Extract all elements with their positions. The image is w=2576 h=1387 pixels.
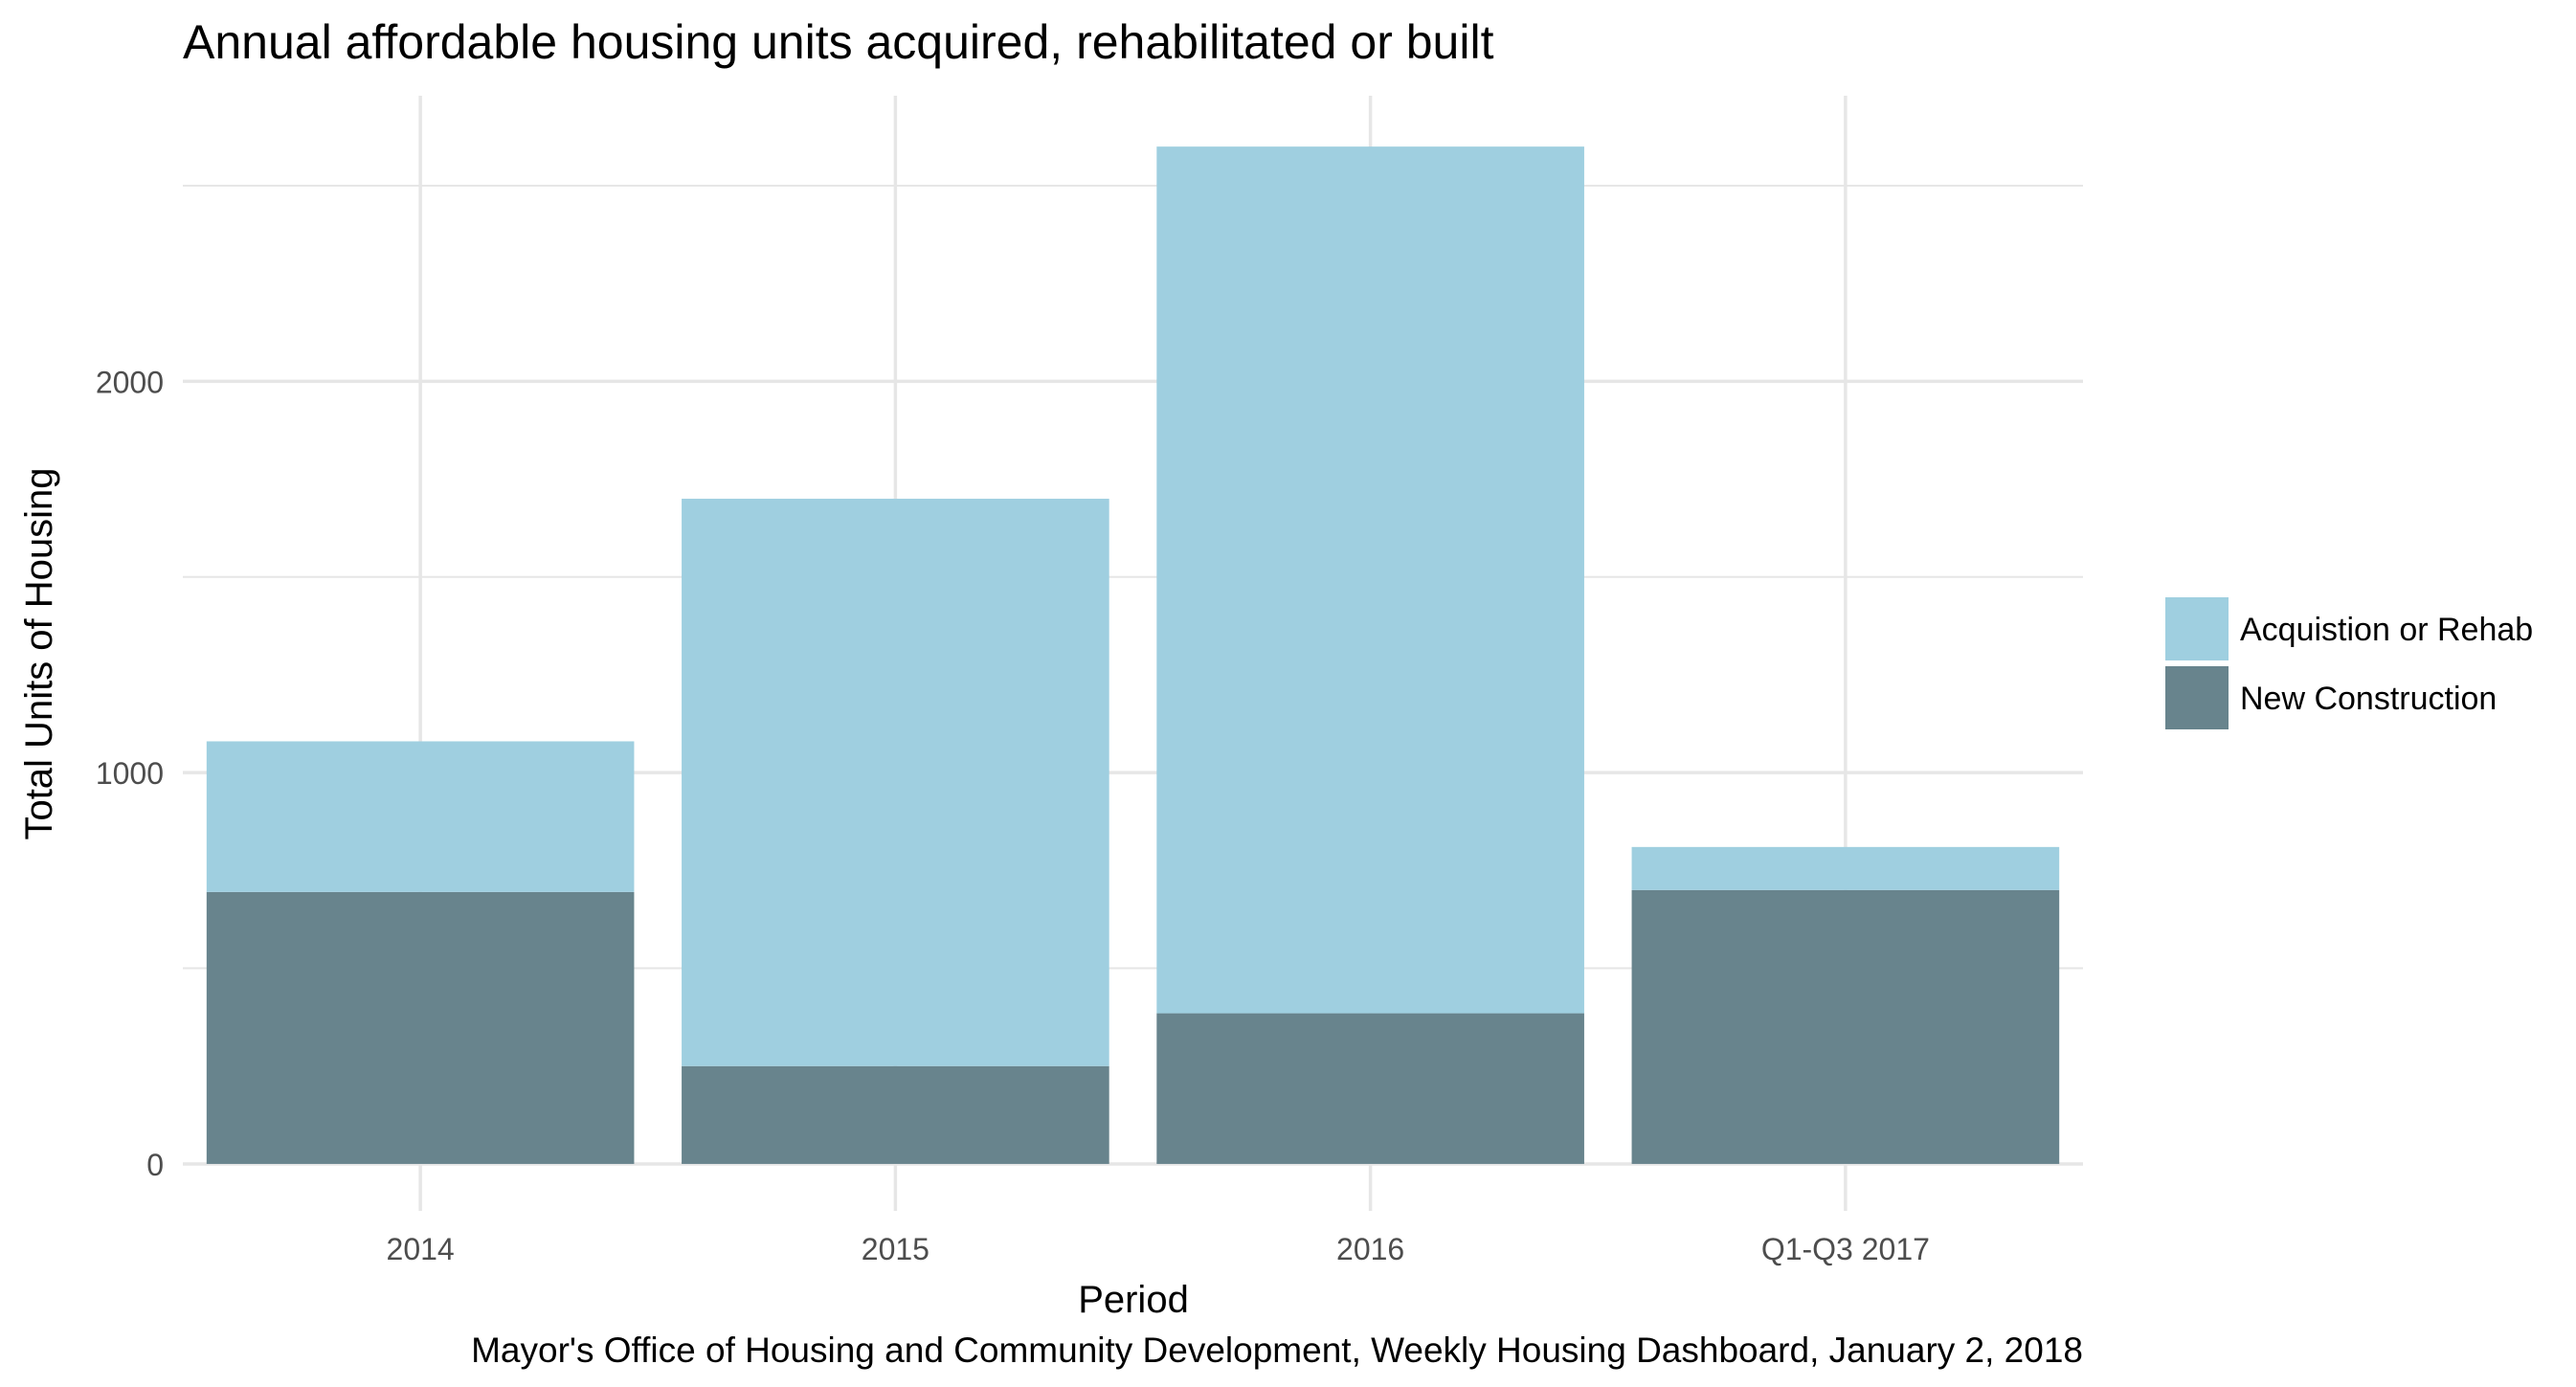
legend-key bbox=[2165, 666, 2229, 729]
y-tick-label: 1000 bbox=[96, 756, 164, 791]
chart-title: Annual affordable housing units acquired… bbox=[183, 15, 1494, 69]
bar-segment bbox=[1631, 846, 2060, 890]
bar-segment bbox=[1156, 146, 1584, 1014]
x-axis-tick-labels: 2014 2015 2016 Q1-Q3 2017 bbox=[387, 1232, 1930, 1266]
bar-segment bbox=[682, 499, 1109, 1066]
bar-segment bbox=[682, 1065, 1109, 1164]
bar-segment bbox=[206, 741, 635, 892]
legend-key bbox=[2165, 597, 2229, 660]
legend: Acquistion or Rehab New Construction bbox=[2165, 597, 2533, 729]
chart-caption: Mayor's Office of Housing and Community … bbox=[471, 1331, 2083, 1370]
x-axis-title: Period bbox=[1078, 1279, 1189, 1321]
x-tick-label: Q1-Q3 2017 bbox=[1761, 1232, 1930, 1266]
bars bbox=[206, 146, 2060, 1164]
y-tick-label: 0 bbox=[146, 1148, 164, 1182]
bar-segment bbox=[206, 891, 635, 1164]
y-axis-tick-labels: 0 1000 2000 bbox=[96, 365, 164, 1182]
x-tick-label: 2016 bbox=[1336, 1232, 1404, 1266]
legend-label: Acquistion or Rehab bbox=[2240, 612, 2533, 648]
bar-segment bbox=[1156, 1013, 1584, 1164]
x-tick-label: 2015 bbox=[862, 1232, 930, 1266]
bar-segment bbox=[1631, 889, 2060, 1164]
x-tick-label: 2014 bbox=[387, 1232, 455, 1266]
y-axis-title: Total Units of Housing bbox=[18, 467, 60, 839]
legend-label: New Construction bbox=[2240, 681, 2497, 717]
y-tick-label: 2000 bbox=[96, 365, 164, 399]
